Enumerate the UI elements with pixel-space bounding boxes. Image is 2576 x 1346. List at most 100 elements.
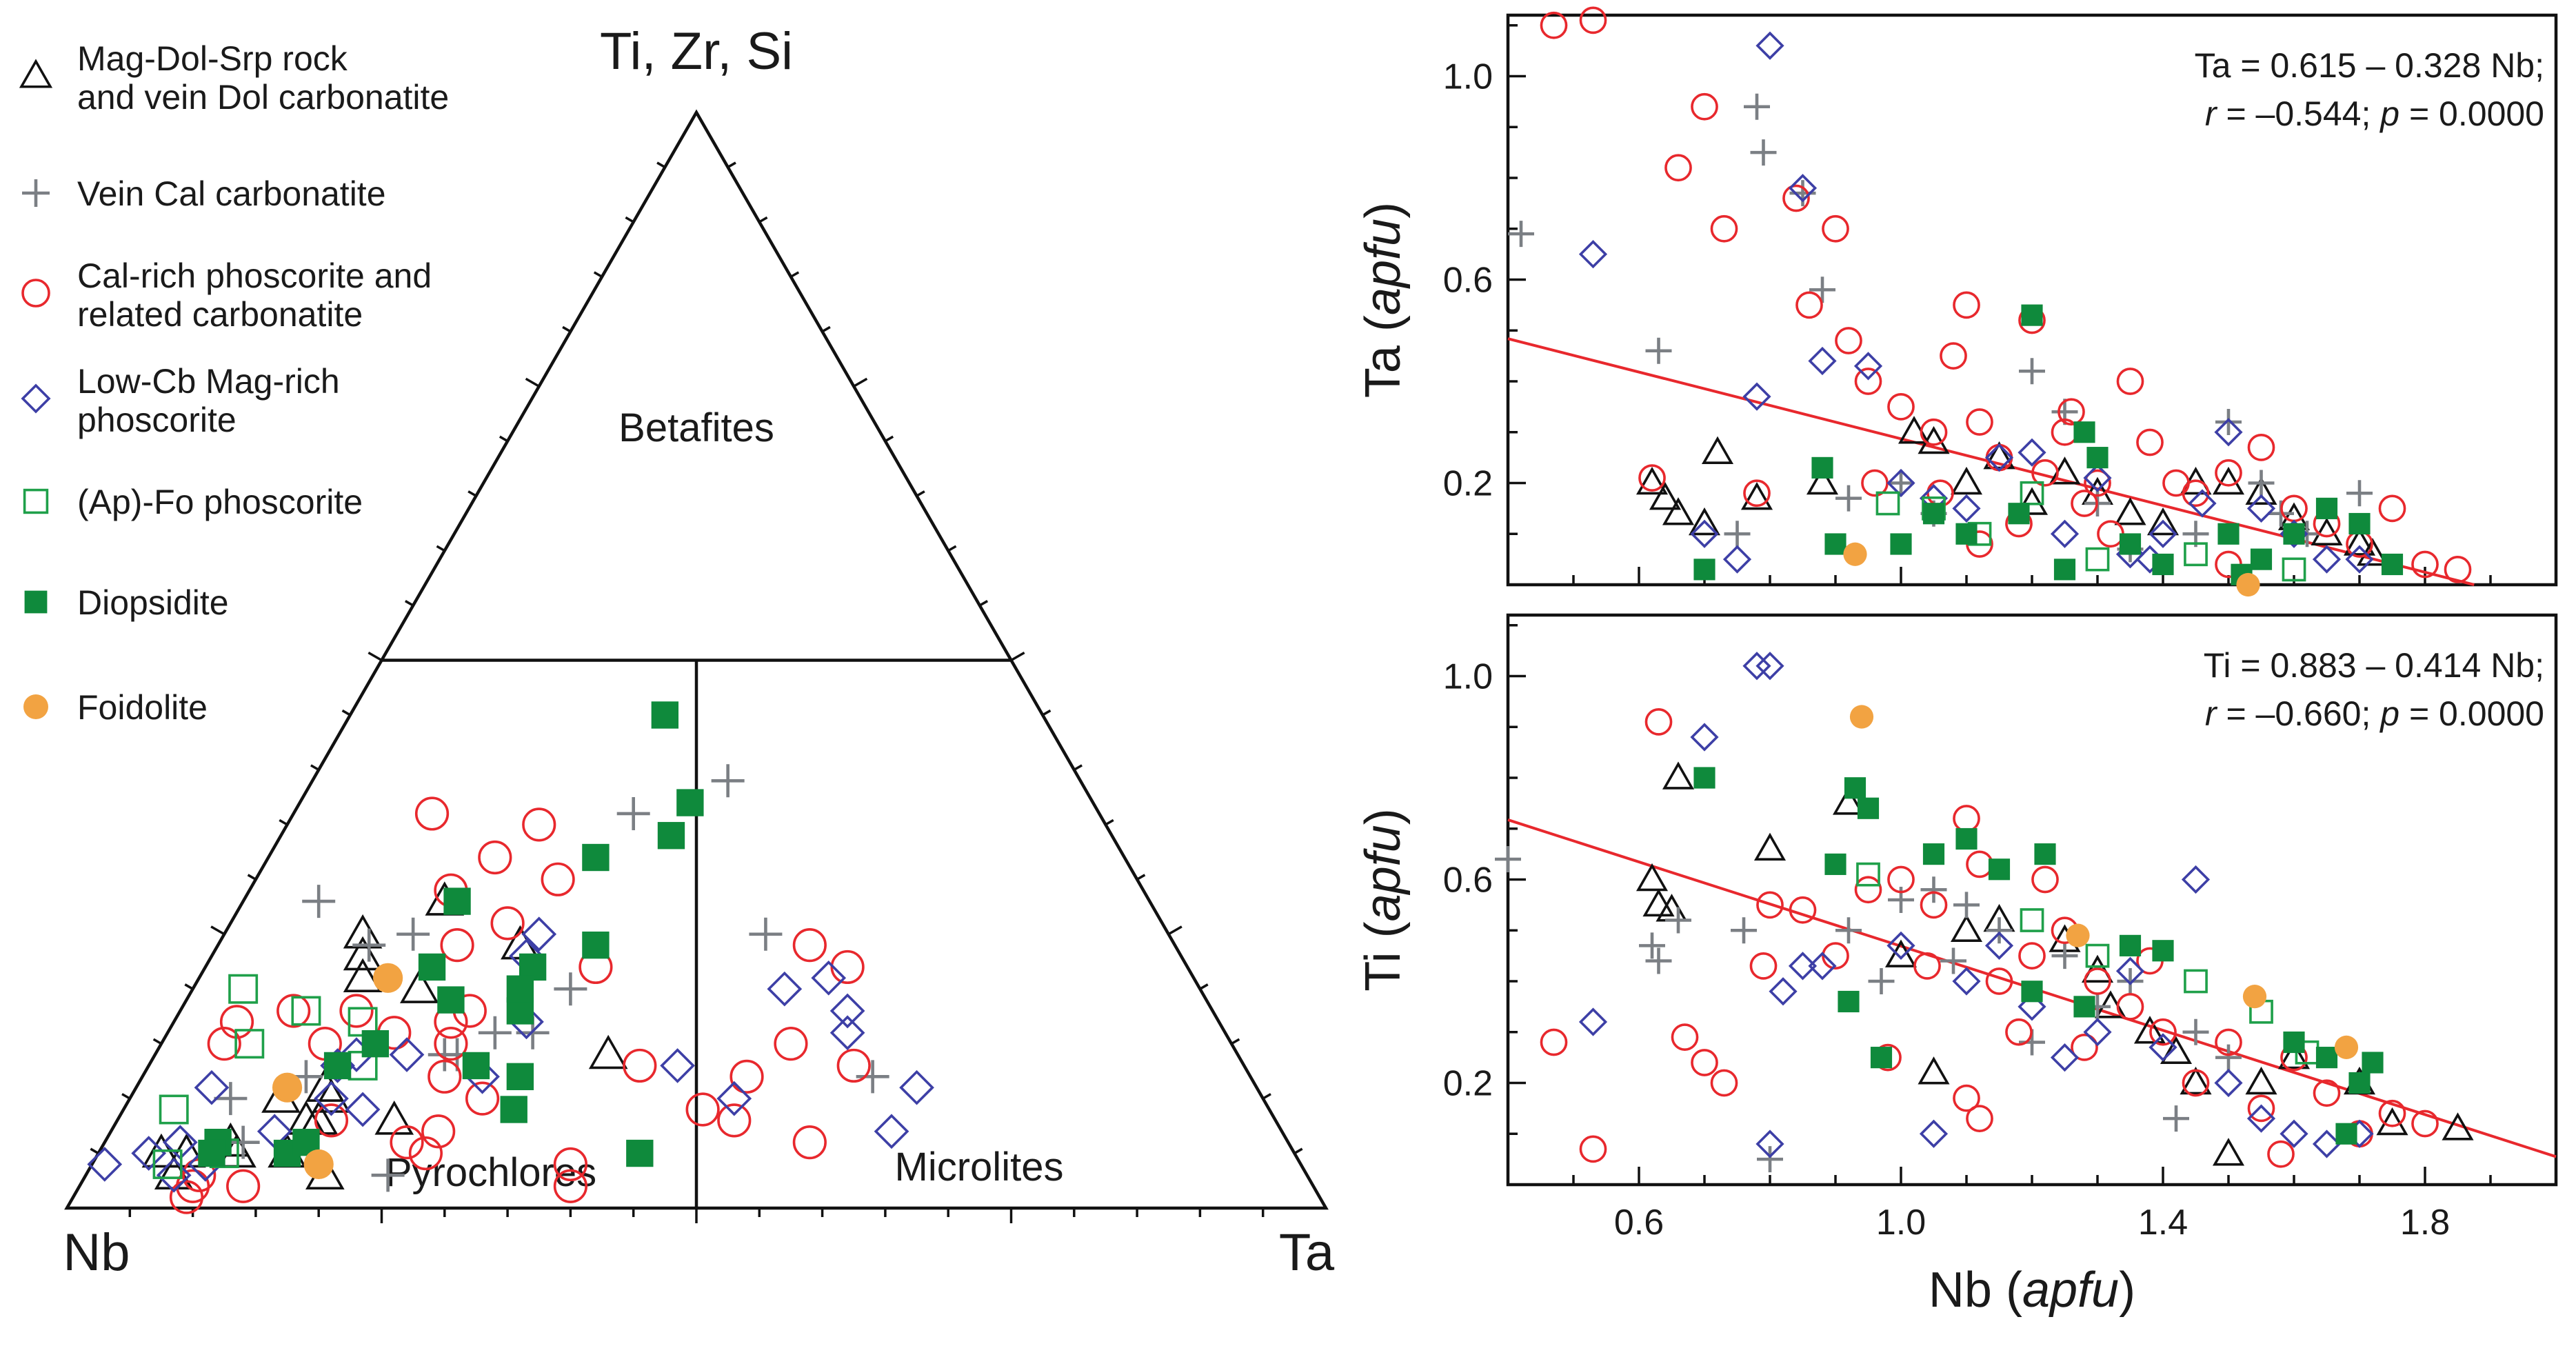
plot-ti-point-calphos <box>1691 1049 1718 1076</box>
ternary-point-calphos <box>434 1027 468 1061</box>
ternary-point-calphos <box>478 840 512 875</box>
ternary-point-lowcb <box>131 1136 167 1171</box>
ternary-point-calphos <box>276 994 311 1028</box>
plot-ti-point-veincal <box>1888 887 1914 913</box>
plot-ti-point-lowcb <box>1755 652 1784 681</box>
ternary-tick-right <box>790 271 800 278</box>
plot-ta-point-veincal <box>1508 221 1534 248</box>
regression-stats-ti: r = –0.660; p = 0.0000 <box>2205 694 2544 733</box>
plot-ti-point-magdol <box>1662 761 1695 790</box>
ternary-point-magdol <box>588 1034 628 1069</box>
plot-ti-point-lowcb <box>1919 1119 1949 1148</box>
plot-ta-point-diop <box>2073 421 2095 443</box>
plot-ti-point-veincal <box>1665 907 1691 934</box>
ternary-point-diop <box>198 1139 225 1167</box>
vertex-label-left: Nb <box>63 1223 130 1282</box>
ternary-point-calphos <box>836 1048 871 1083</box>
ternary-point-veincal <box>214 1082 248 1116</box>
ternary-tick-left <box>247 874 256 881</box>
plot-ti-point-diop <box>1693 767 1715 789</box>
plot-ti-point-calphos <box>1671 1023 1699 1051</box>
legend-label-diop: Diopsidite <box>77 583 229 622</box>
plot-ti-points <box>1495 652 2474 1173</box>
ternary-point-calphos <box>553 1169 588 1203</box>
plot-ta-point-diop <box>2348 512 2371 535</box>
plot-ta-point-magdol <box>2212 466 2245 495</box>
plot-ta-ticks: 0.2 0.6 1.0 <box>1443 24 2492 585</box>
ternary-point-diop <box>361 1029 390 1058</box>
plot-ti-point-magdol <box>2442 1112 2474 1141</box>
plot-ti-point-calphos <box>1540 1028 1568 1056</box>
ternary-point-apfo <box>228 974 259 1004</box>
ternary-tick-left <box>499 435 508 443</box>
plot-ti-point-magdol <box>2160 1036 2193 1065</box>
plot-ti-point-diop <box>2021 981 2043 1003</box>
plot-ti-point-magdol <box>2277 1041 2311 1069</box>
plot-ti-point-lowcb <box>2050 1043 2080 1072</box>
ternary-point-calphos <box>541 862 575 896</box>
ternary-point-lowcb <box>829 1015 865 1051</box>
plot-ta-point-lowcb <box>1722 545 1752 574</box>
ternary-point-magdol <box>374 1101 414 1135</box>
ternary-tick-right <box>1105 818 1114 826</box>
plot-ti-point-veincal <box>1639 932 1665 959</box>
ternary-point-diop <box>506 975 534 1003</box>
plot-ta-point-calphos <box>1835 327 1862 354</box>
plot-ta-point-lowcb <box>1690 519 1719 548</box>
plot-ta-point-calphos <box>2182 479 2210 508</box>
plot-ti-ticks: 0.2 0.6 1.0 0.6 1.0 1.4 1.8 <box>1443 624 2492 1243</box>
plot-ta-point-calphos <box>1782 184 1810 212</box>
ternary-point-magdol <box>312 1078 351 1113</box>
plot-ti-point-foid <box>1849 705 1874 729</box>
ternary-point-diop <box>651 701 679 729</box>
plot-ti-x-tick-label: 1.8 <box>2400 1203 2450 1243</box>
plot-ta-point-calphos <box>1887 393 1915 421</box>
ternary-tick-left <box>121 1093 131 1100</box>
x-axis-label-nb: Nb (apfu) <box>1929 1263 2135 1318</box>
ternary-point-lowcb <box>314 1081 349 1116</box>
plot-ta-point-lowcb <box>2214 418 2243 447</box>
ternary-tick-right <box>1199 983 1209 990</box>
plot-ti-point-diop <box>1857 797 1880 819</box>
legend-label-magdol-2: and vein Dol carbonatite <box>77 78 449 117</box>
plot-ti-point-calphos <box>1644 708 1673 736</box>
plot-ta-point-calphos <box>2378 494 2406 523</box>
plot-ta-point-veincal <box>1750 139 1777 166</box>
plot-ti-vs-nb: 0.2 0.6 1.0 0.6 1.0 1.4 1.8 Ti = 0.883 – 0.414… <box>1356 613 2558 1318</box>
plot-ti-point-diop <box>1838 990 1860 1013</box>
plot-ti-point-calphos <box>2411 1109 2439 1138</box>
plot-ta-point-calphos <box>1920 418 1948 446</box>
ternary-tick-right <box>1294 1147 1303 1155</box>
ternary-point-calphos <box>717 1103 752 1138</box>
plot-ti-point-calphos <box>1966 850 1993 878</box>
plot-ta-y-tick-label: 0.6 <box>1443 261 1493 301</box>
ternary-point-calphos <box>339 994 374 1028</box>
ternary-point-diop <box>437 986 465 1014</box>
plot-ta-point-calphos <box>1966 408 1993 436</box>
plot-ta-point-calphos <box>1579 6 1607 34</box>
plot-ti-point-veincal <box>1495 846 1521 872</box>
plot-ti-point-veincal <box>1757 1146 1783 1173</box>
plot-ti-point-foid <box>2066 923 2090 947</box>
plot-ti-point-veincal <box>2117 968 2144 994</box>
plot-ti-point-apfo <box>2184 969 2208 994</box>
plot-ta-point-apfo <box>2085 547 2110 572</box>
ternary-point-lowcb <box>389 1037 425 1072</box>
plot-ta-point-lowcb <box>2312 545 2342 574</box>
legend-item-foid: Foidolite <box>23 688 208 727</box>
field-label-microlites: Microlites <box>895 1145 1064 1189</box>
ternary-tick-right <box>1010 651 1025 662</box>
plot-ta-point-magdol <box>2343 528 2376 556</box>
plot-ti-point-veincal <box>1731 917 1757 944</box>
ternary-point-diop <box>582 843 610 872</box>
plot-ta-point-diop <box>2283 523 2305 545</box>
plot-ti-point-calphos <box>2116 993 2144 1021</box>
legend-marker-lowcb <box>21 383 51 414</box>
plot-ti-point-veincal <box>1920 876 1947 903</box>
ternary-point-diop <box>626 1139 654 1167</box>
plot-ti-point-apfo <box>2020 908 2044 932</box>
plot-ti-point-apfo <box>1856 862 1880 887</box>
ternary-point-veincal <box>749 917 783 951</box>
plot-ta-point-calphos <box>2116 368 2144 395</box>
